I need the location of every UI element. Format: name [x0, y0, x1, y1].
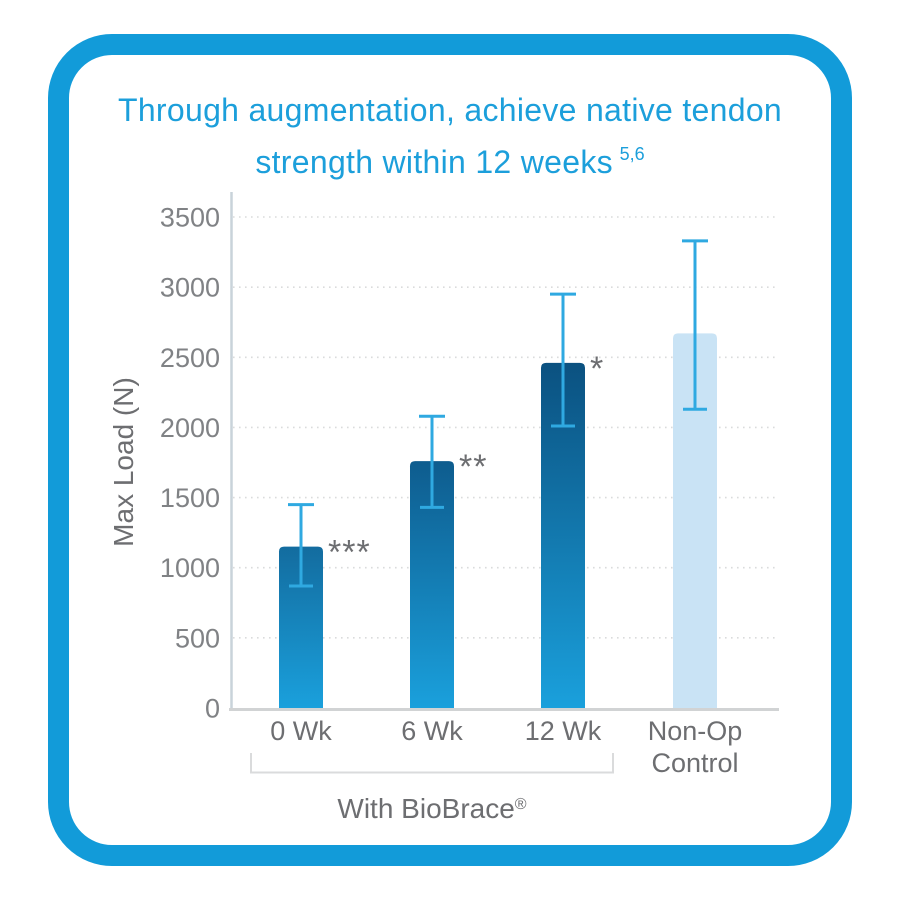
y-tick-label: 0 — [205, 694, 220, 724]
reference-superscript: 5,6 — [619, 144, 645, 164]
group-bracket — [250, 753, 614, 774]
error-bar — [419, 414, 445, 509]
y-tick-label: 2000 — [160, 413, 220, 443]
registered-mark: ® — [514, 796, 527, 813]
error-bar — [288, 503, 314, 588]
y-tick-label: 2500 — [160, 343, 220, 373]
significance-stars: * — [590, 350, 604, 388]
group-bracket-label: With BioBrace® — [337, 793, 527, 824]
significance-stars: ** — [459, 448, 487, 486]
x-category-label: Non-Op Control — [648, 716, 743, 778]
error-bar — [682, 239, 708, 411]
y-tick-label: 1000 — [160, 553, 220, 583]
chart-title-line2: strength within 12 weeks — [255, 144, 613, 180]
chart-title-line1: Through augmentation, achieve native ten… — [117, 92, 783, 128]
x-category-label: 12 Wk — [525, 716, 602, 746]
y-tick-label: 3500 — [160, 203, 220, 233]
bar — [410, 461, 454, 708]
x-category-label: 6 Wk — [401, 716, 463, 746]
bar — [673, 333, 717, 708]
error-bar — [550, 292, 576, 428]
y-tick-label: 500 — [175, 623, 220, 653]
y-tick-label: 1500 — [160, 483, 220, 513]
rounded-card — [48, 34, 852, 866]
bar — [541, 362, 585, 708]
x-category-label: 0 Wk — [270, 716, 332, 746]
significance-stars: *** — [328, 534, 371, 572]
chart-title: Through augmentation, achieve native ten… — [70, 88, 830, 184]
y-tick-label: 3000 — [160, 273, 220, 303]
